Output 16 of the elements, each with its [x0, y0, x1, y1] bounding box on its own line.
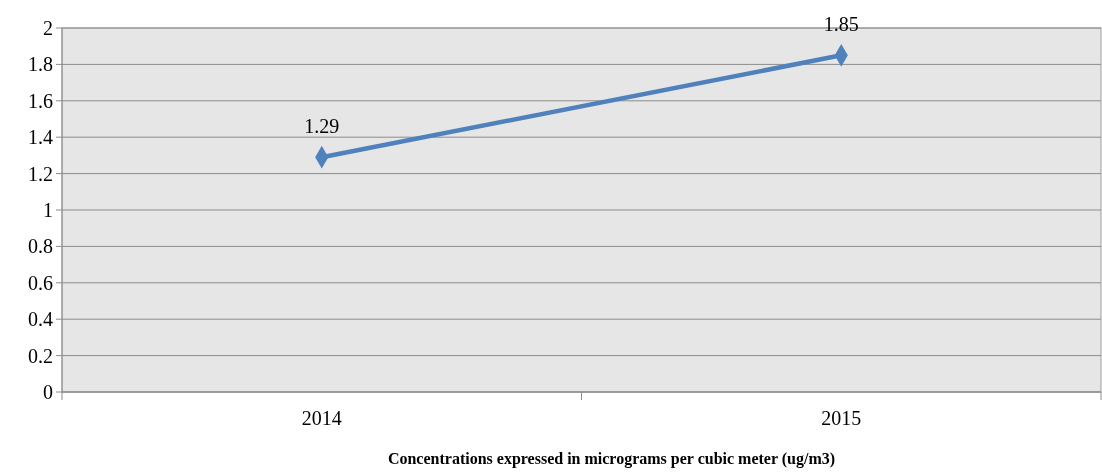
y-tick-label: 1.6 [28, 89, 53, 112]
y-tick-label: 0.2 [28, 344, 53, 367]
y-tick-label: 1.4 [28, 126, 53, 149]
y-tick-label: 0 [43, 381, 53, 403]
y-tick-label: 2 [43, 17, 53, 39]
y-tick-label: 1 [43, 199, 53, 221]
y-tick-label: 1.2 [28, 162, 53, 185]
y-tick-label: 0.4 [28, 308, 53, 331]
y-tick-label: 0.8 [28, 235, 53, 258]
x-axis-title: Concentrations expressed in micrograms per cubic meter (ug/m3) [387, 450, 836, 468]
data-label: 1.29 [304, 115, 340, 138]
data-label: 1.85 [823, 13, 859, 36]
y-tick-label: 1.8 [28, 53, 53, 76]
y-tick-label: 0.6 [28, 271, 53, 294]
x-tick-label: 2015 [821, 407, 862, 429]
x-tick-label: 2014 [301, 407, 342, 429]
